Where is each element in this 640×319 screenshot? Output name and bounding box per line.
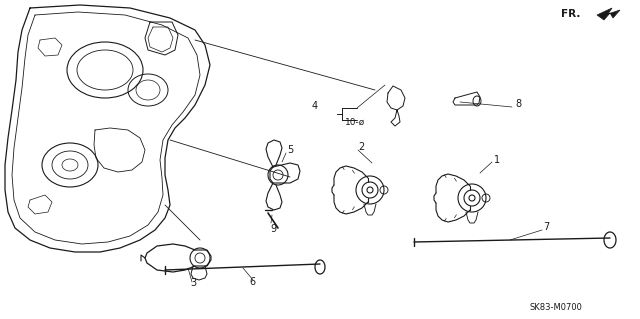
Text: 10-ø: 10-ø: [345, 117, 365, 127]
Text: 4: 4: [312, 101, 318, 111]
Text: 7: 7: [543, 222, 549, 232]
Text: 6: 6: [249, 277, 255, 287]
Text: 3: 3: [190, 278, 196, 288]
Text: 5: 5: [287, 145, 293, 155]
Text: 8: 8: [515, 99, 521, 109]
Text: 9: 9: [270, 224, 276, 234]
Polygon shape: [597, 8, 620, 20]
Text: SK83-M0700: SK83-M0700: [530, 303, 583, 313]
Text: 2: 2: [358, 142, 364, 152]
Text: FR.: FR.: [561, 9, 580, 19]
Text: 1: 1: [494, 155, 500, 165]
